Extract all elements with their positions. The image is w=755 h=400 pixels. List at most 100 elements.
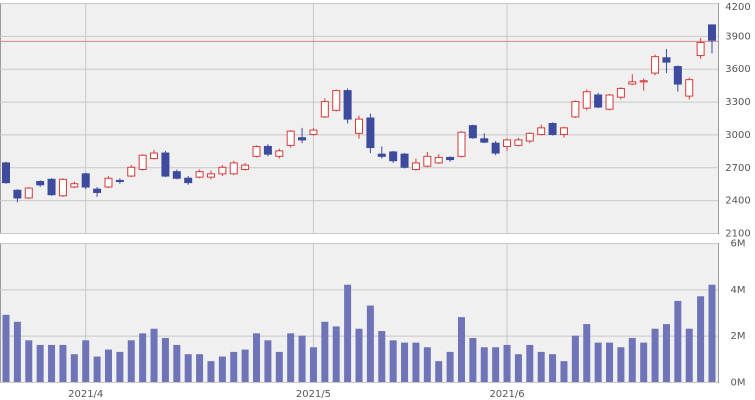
volume-bar — [628, 337, 636, 382]
candle-body — [708, 24, 716, 41]
candle-body — [480, 138, 489, 143]
candle-body — [115, 179, 124, 183]
candle-body — [434, 156, 443, 164]
volume-bar — [503, 344, 511, 382]
candle-body — [559, 127, 568, 135]
y-tick-label: 0M — [731, 378, 746, 389]
candle-body — [548, 122, 557, 135]
volume-bar — [378, 331, 386, 382]
candle-body — [150, 152, 159, 160]
volume-bar — [332, 326, 340, 382]
volume-bar — [173, 344, 181, 382]
volume-bar — [207, 361, 215, 382]
candle-body — [195, 171, 204, 178]
y-tick-label: 4200 — [725, 2, 750, 13]
candle-body — [138, 154, 147, 170]
candle-body — [582, 91, 591, 109]
candle-body — [628, 81, 637, 85]
y-tick-label: 3300 — [725, 97, 750, 108]
candle-body — [218, 166, 227, 175]
candle-body — [514, 139, 523, 146]
candle-body — [537, 127, 546, 135]
volume-bar — [423, 347, 431, 382]
volume-bar — [560, 361, 568, 382]
volume-bar — [2, 314, 10, 382]
volume-bar — [685, 328, 693, 382]
candle-body — [343, 90, 352, 120]
volume-bar — [606, 342, 614, 382]
candle-body — [389, 151, 398, 162]
candle-body — [696, 41, 705, 57]
candle-body — [616, 87, 625, 98]
volume-bar — [104, 349, 112, 382]
y-tick-label: 2100 — [725, 229, 750, 240]
candle-body — [411, 162, 420, 170]
x-tick-label: 2021/6 — [489, 389, 524, 400]
candle-body — [36, 181, 45, 186]
volume-bar — [70, 354, 78, 382]
volume-bar — [492, 347, 500, 382]
y-tick-label: 2M — [731, 331, 746, 342]
candle-body — [320, 101, 329, 118]
volume-bar — [298, 335, 306, 382]
y-tick-label: 2400 — [725, 196, 750, 207]
volume-bar — [457, 317, 465, 382]
candle-body — [206, 173, 215, 178]
y-tick-label: 2700 — [725, 163, 750, 174]
volume-bar — [651, 328, 659, 382]
candle-body — [651, 56, 660, 74]
y-tick-label: 4M — [731, 285, 746, 296]
candle-body — [252, 145, 261, 157]
volume-bar — [366, 305, 374, 382]
candle-body — [571, 101, 580, 118]
candle-body — [594, 94, 603, 108]
volume-bar — [344, 284, 352, 382]
volume-bar — [253, 333, 261, 382]
candle-body — [605, 94, 614, 110]
volume-bar — [435, 361, 443, 382]
candle-body — [93, 188, 102, 193]
volume-bar — [275, 351, 283, 382]
volume-bar — [526, 344, 534, 382]
volume-bar — [59, 344, 67, 382]
volume-bar — [549, 354, 557, 382]
volume-bar — [127, 340, 135, 382]
candle-body — [13, 189, 22, 199]
volume-bar — [446, 351, 454, 382]
candle-body — [241, 164, 250, 170]
candle-body — [172, 171, 181, 179]
candle-body — [286, 130, 295, 146]
volume-bar — [401, 342, 409, 382]
volume-bar — [321, 321, 329, 382]
candle-body — [104, 177, 113, 188]
candle-body — [298, 137, 307, 141]
candle-body — [81, 173, 90, 188]
x-tick-label: 2021/4 — [68, 389, 103, 400]
volume-bar — [150, 328, 158, 382]
candle-body — [525, 132, 534, 142]
candle-body — [263, 145, 272, 155]
volume-bar — [697, 296, 705, 382]
volume-bar — [230, 351, 238, 382]
volume-bar — [218, 356, 226, 382]
volume-bar — [674, 300, 682, 382]
x-tick-label: 2021/5 — [296, 389, 331, 400]
candle-body — [309, 129, 318, 135]
candle-body — [275, 150, 284, 157]
candle-body — [127, 166, 136, 177]
candle-body — [457, 131, 466, 157]
candle-body — [24, 187, 33, 199]
y-tick-label: 6M — [731, 239, 746, 250]
volume-bar — [583, 324, 591, 382]
y-tick-label: 3600 — [725, 64, 750, 75]
volume-bar — [309, 347, 317, 382]
volume-bar — [617, 347, 625, 382]
candle-body — [468, 125, 477, 139]
volume-bar — [287, 333, 295, 382]
volume-bar — [36, 344, 44, 382]
volume-bar — [48, 344, 56, 382]
candle-body — [184, 177, 193, 184]
candle-body — [355, 118, 363, 134]
candle-body — [639, 80, 648, 83]
volume-bar — [412, 342, 420, 382]
